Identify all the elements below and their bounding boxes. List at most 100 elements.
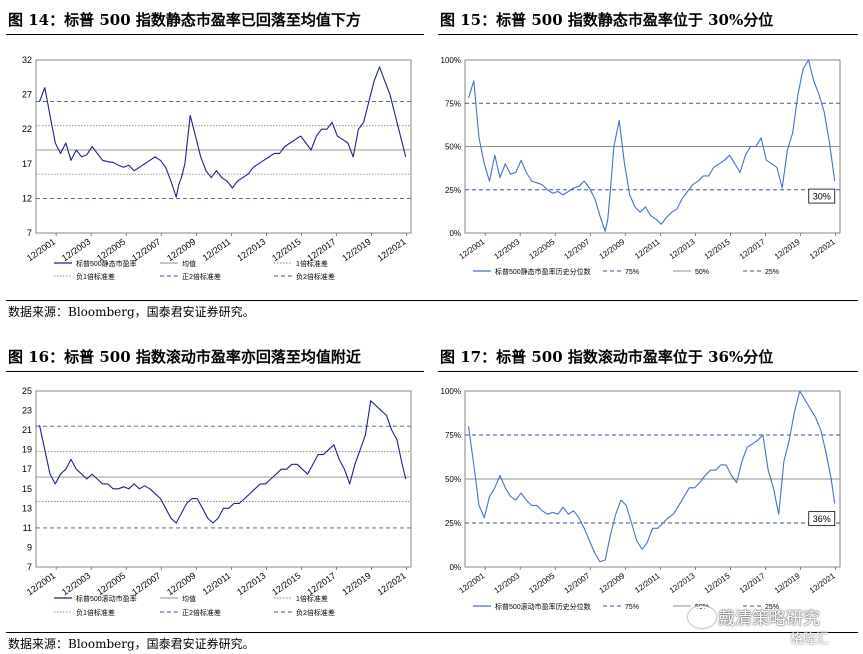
watermark: 戴清策略研究 格隆汇 (682, 600, 862, 652)
y-tick-label: 9 (27, 542, 32, 552)
x-tick-label: 12/2015 (270, 236, 302, 263)
legend-label: 正2倍标准差 (182, 272, 221, 281)
series-line (467, 390, 836, 563)
y-tick-label: 100% (441, 56, 461, 65)
x-tick-label: 12/2005 (528, 237, 557, 261)
y-tick-label: 25 (22, 386, 32, 396)
y-tick-label: 75% (445, 99, 461, 108)
x-tick-label: 12/2007 (563, 571, 592, 595)
legend-label: 均值 (182, 259, 196, 268)
y-tick-label: 75% (445, 431, 461, 440)
x-tick-label: 12/2021 (375, 570, 407, 597)
x-tick-label: 12/2015 (703, 571, 732, 595)
x-tick-label: 12/2021 (808, 571, 837, 595)
source-note-bottom: 数据来源：Bloomberg，国泰君安证券研究。 (8, 637, 255, 651)
annotation-label: 36% (813, 514, 831, 524)
x-tick-label: 12/2011 (201, 570, 233, 596)
y-tick-label: 15 (22, 484, 32, 494)
y-tick-label: 11 (23, 523, 32, 533)
figure-16-title: 图 16：标普 500 指数滚动市盈率亦回落至均值附近 (8, 348, 361, 366)
legend-label: 75% (625, 269, 639, 276)
x-tick-label: 12/2009 (598, 571, 627, 595)
x-tick-label: 12/2017 (738, 571, 767, 595)
y-tick-label: 17 (22, 159, 32, 169)
legend-label: 标普500滚动市盈率 (76, 594, 137, 603)
x-tick-label: 12/2017 (738, 237, 767, 261)
x-tick-label: 12/2009 (165, 236, 197, 263)
legend-label: 标普500静态市盈率 (76, 259, 137, 268)
legend-label: 标普500静态市盈率历史分位数 (495, 267, 591, 276)
legend-label: 负2倍标准差 (296, 272, 335, 281)
legend-label: 1倍标准差 (296, 259, 328, 268)
x-tick-label: 12/2005 (528, 571, 557, 595)
y-tick-label: 50% (445, 143, 461, 152)
legend-label: 负2倍标准差 (296, 608, 335, 617)
x-tick-label: 12/2003 (492, 237, 521, 261)
title-rule-17 (438, 371, 858, 372)
x-tick-label: 12/2009 (598, 237, 627, 261)
y-tick-label: 25% (445, 519, 461, 528)
x-tick-label: 12/2003 (60, 570, 92, 597)
y-tick-label: 23 (22, 406, 32, 416)
source-note-top: 数据来源：Bloomberg，国泰君安证券研究。 (8, 305, 255, 319)
series-line (467, 59, 836, 232)
x-tick-label: 12/2001 (25, 570, 57, 597)
y-tick-label: 12 (22, 193, 32, 203)
x-tick-label: 12/2005 (95, 570, 127, 597)
y-tick-label: 21 (22, 425, 32, 435)
x-tick-label: 12/2001 (457, 571, 486, 595)
y-tick-label: 0% (449, 563, 461, 572)
x-tick-label: 12/2019 (773, 571, 802, 595)
x-tick-label: 12/2019 (773, 237, 802, 261)
x-tick-label: 12/2021 (375, 236, 407, 263)
x-tick-label: 12/2005 (95, 236, 127, 263)
figure-17-title: 图 17：标普 500 指数滚动市盈率位于 36%分位 (440, 348, 774, 366)
x-tick-label: 12/2015 (270, 570, 302, 597)
y-tick-label: 27 (22, 90, 32, 100)
x-tick-label: 12/2011 (633, 237, 662, 261)
legend-label: 均值 (182, 594, 196, 603)
title-rule-16 (6, 371, 424, 372)
title-rule-15 (438, 34, 858, 35)
x-tick-label: 12/2019 (340, 236, 372, 263)
x-tick-label: 12/2001 (25, 236, 57, 263)
x-tick-label: 12/2009 (165, 570, 197, 597)
x-tick-label: 12/2019 (340, 570, 372, 597)
x-tick-label: 12/2013 (668, 571, 697, 595)
y-tick-label: 32 (22, 55, 32, 65)
y-tick-label: 7 (27, 228, 32, 238)
title-rule-14 (6, 34, 424, 35)
x-tick-label: 12/2015 (703, 237, 732, 261)
y-tick-label: 13 (22, 503, 32, 513)
y-tick-label: 22 (22, 124, 32, 134)
y-tick-label: 19 (22, 445, 32, 455)
x-tick-label: 12/2003 (492, 571, 521, 595)
chart-fig15-static-pe-percentile: 0%25%50%75%100%12/2001 12/2003 12/2005 12/2… (441, 56, 841, 276)
plot-frame (35, 59, 412, 234)
annotation-box (808, 511, 836, 527)
x-tick-label: 12/2013 (235, 570, 267, 597)
plot-frame (35, 390, 412, 568)
annotation-label: 30% (813, 192, 831, 202)
x-tick-label: 12/2003 (60, 236, 92, 263)
x-tick-label: 12/2007 (130, 236, 162, 263)
figure-14-title: 图 14：标普 500 指数静态市盈率已回落至均值下方 (8, 11, 361, 29)
figure-15-title: 图 15：标普 500 指数静态市盈率位于 30%分位 (440, 11, 774, 29)
legend-label: 25% (765, 269, 779, 276)
legend-label: 1倍标准差 (296, 594, 328, 603)
legend-label: 75% (625, 604, 639, 611)
x-tick-label: 12/2021 (808, 237, 837, 261)
wechat-icon (688, 606, 716, 628)
y-tick-label: 7 (27, 562, 32, 572)
x-tick-label: 12/2007 (130, 570, 162, 597)
x-tick-label: 12/2017 (305, 236, 337, 263)
chart-fig17-rolling-pe-percentile: 0%25%50%75%100%12/2001 12/2003 12/2005 12/2… (441, 387, 841, 611)
x-tick-label: 12/2017 (305, 570, 337, 597)
x-tick-label: 12/2011 (633, 571, 662, 595)
x-tick-label: 12/2013 (235, 236, 267, 263)
legend-label: 标普500滚动市盈率历史分位数 (495, 602, 591, 611)
x-tick-label: 12/2007 (563, 237, 592, 261)
y-tick-label: 50% (445, 475, 461, 484)
